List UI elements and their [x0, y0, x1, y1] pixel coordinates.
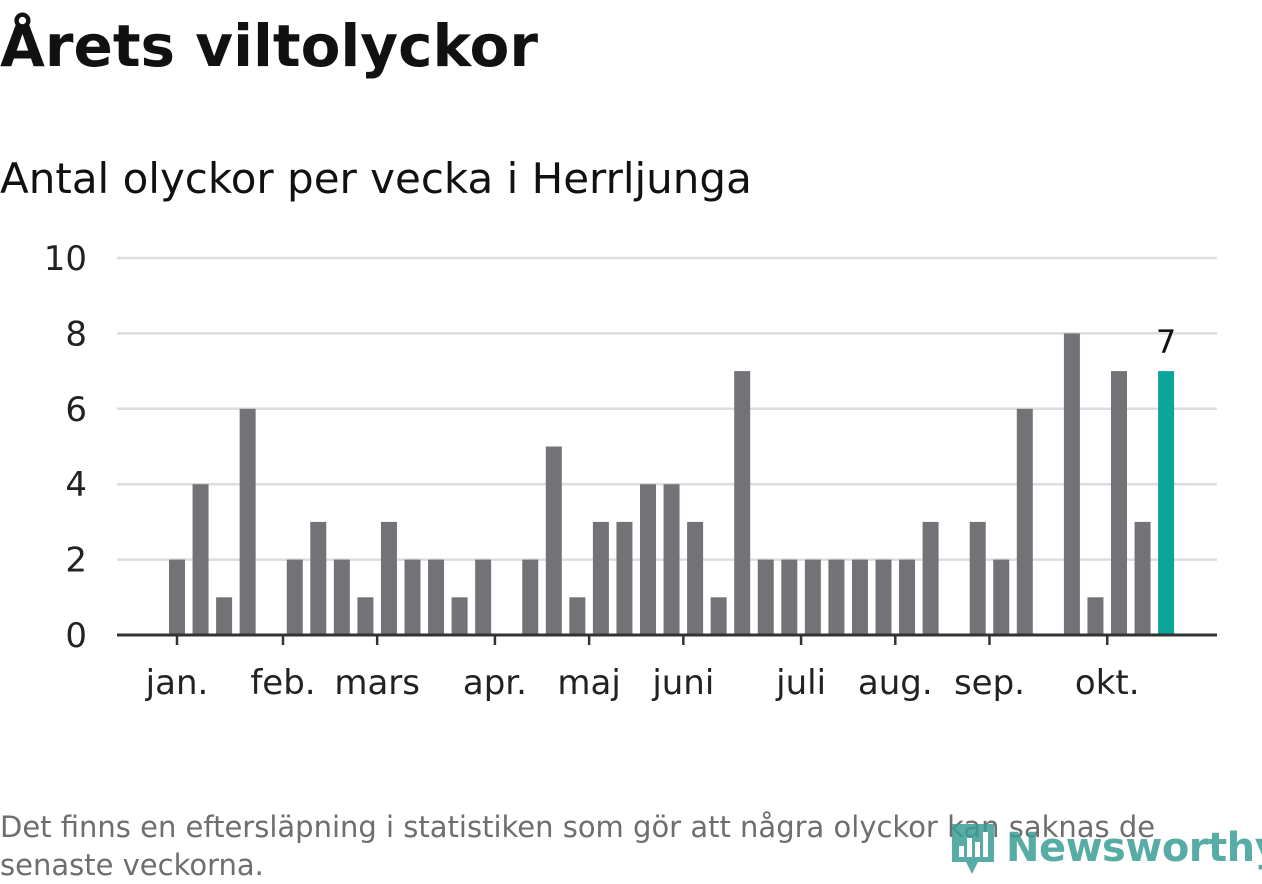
bar: [192, 484, 209, 635]
x-tick-label: juli: [775, 663, 826, 703]
y-tick-label: 4: [65, 465, 87, 505]
y-tick-label: 2: [65, 541, 87, 581]
data-labels: 7: [1156, 323, 1176, 361]
bar: [734, 371, 751, 635]
bar: [828, 559, 845, 635]
bar: [404, 559, 421, 635]
bar: [993, 559, 1010, 635]
bar: [875, 559, 892, 635]
bar: [475, 559, 492, 635]
chart-title: Årets viltolyckor: [0, 12, 538, 80]
bar: [286, 559, 303, 635]
gridlines: [117, 256, 1217, 561]
bar: [687, 521, 704, 635]
bar: [710, 597, 727, 635]
bar: [1087, 597, 1104, 635]
x-tick-label: juni: [651, 663, 714, 703]
bar: [239, 408, 256, 635]
bar: [545, 446, 562, 635]
x-tick-label: feb.: [250, 663, 315, 703]
bar: [380, 521, 397, 635]
x-tick-label: apr.: [463, 663, 527, 703]
bar-latest-week: [1158, 371, 1175, 635]
y-tick-label: 0: [65, 616, 87, 656]
bar: [922, 521, 939, 635]
bar: [616, 521, 633, 635]
x-tick-label: sep.: [954, 663, 1025, 703]
bar: [1016, 408, 1033, 635]
y-axis-tick-labels: 0 2 4 6 8 10: [44, 239, 87, 656]
x-axis: jan. feb. mars apr. maj juni juli aug. sep. okt.: [117, 633, 1217, 703]
bar: [569, 597, 586, 635]
chart-subtitle: Antal olyckor per vecka i Herrljunga: [0, 154, 752, 203]
bar: [663, 484, 680, 635]
bar: [1063, 333, 1080, 635]
bar: [1111, 371, 1127, 635]
bar: [1134, 521, 1151, 635]
bar: [333, 559, 350, 635]
bar: [522, 559, 539, 635]
x-tick-label: aug.: [858, 663, 933, 703]
bar: [757, 559, 774, 635]
newsworthy-logo: Newsworthy: [948, 817, 1262, 879]
bar: [640, 484, 656, 635]
bar: [899, 559, 916, 635]
bar: [216, 597, 233, 635]
latest-value-label: 7: [1156, 323, 1176, 361]
bar: [969, 521, 986, 635]
y-tick-label: 8: [65, 314, 87, 354]
x-tick-label: mars: [334, 663, 420, 703]
logo-text: Newsworthy: [1006, 825, 1262, 871]
bar-chart-pin-icon: [952, 824, 994, 874]
y-tick-label: 10: [44, 239, 87, 279]
bar: [781, 559, 798, 635]
bar: [357, 597, 374, 635]
x-tick-label: maj: [557, 663, 620, 703]
bar: [310, 521, 327, 635]
bar: [428, 559, 445, 635]
bars: [169, 333, 1175, 635]
bar: [804, 559, 821, 635]
bar: [451, 597, 468, 635]
bar: [592, 521, 609, 635]
y-tick-label: 6: [65, 390, 87, 430]
x-tick-label: okt.: [1075, 663, 1140, 703]
bar: [851, 559, 868, 635]
x-tick-label: jan.: [145, 663, 209, 703]
bar-chart: 0 2 4 6 8 10 jan. feb. mars apr. maj juni juli aug. s…: [44, 239, 1217, 703]
bar: [169, 559, 185, 635]
